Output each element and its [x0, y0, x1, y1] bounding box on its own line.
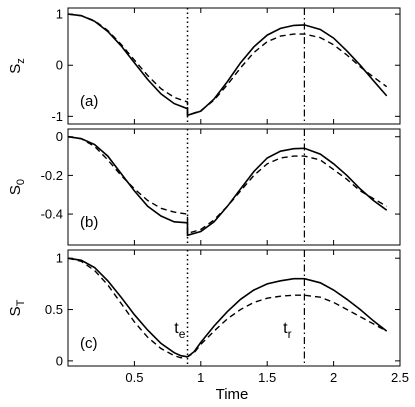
ylabel: ST — [7, 299, 27, 316]
series-dashed-line — [67, 136, 388, 235]
ytick-label: -1 — [51, 109, 63, 124]
annotation-subscript: r — [288, 327, 292, 341]
series-solid-line — [67, 13, 388, 117]
axes-frame — [67, 249, 401, 367]
series-dashed-line — [67, 13, 388, 117]
panel-1: 1 0 -1 Sz (a) — [7, 7, 401, 125]
annotation-te: te — [174, 320, 185, 341]
series-solid-line — [67, 257, 388, 358]
ytick-label: 0 — [56, 58, 63, 73]
xtick-label: 1.5 — [258, 370, 276, 385]
ylabel-subscript: T — [15, 299, 27, 306]
axes-frame — [67, 7, 401, 125]
ylabel-main: S — [7, 185, 24, 195]
axes-frame — [67, 128, 401, 246]
xtick-label: 2 — [330, 370, 337, 385]
ylabel-subscript: 0 — [15, 179, 27, 185]
ytick-label: -0.2 — [41, 168, 63, 183]
panel-label: (c) — [80, 335, 98, 352]
ylabel-main: S — [7, 64, 24, 74]
xlabel: Time — [216, 386, 249, 403]
panel-label: (a) — [80, 93, 98, 110]
panel-label: (b) — [80, 214, 98, 231]
ylabel-subscript: z — [15, 58, 27, 64]
series-dashed-line — [67, 257, 388, 359]
ytick-label: 0.5 — [45, 302, 63, 317]
annotation-main: t — [174, 320, 179, 337]
annotation-subscript: e — [179, 327, 186, 341]
ytick-label: 0 — [56, 353, 63, 368]
xtick-label: 0.5 — [125, 370, 143, 385]
ytick-label: 0 — [56, 129, 63, 144]
ytick-label: -0.4 — [41, 207, 63, 222]
ylabel: Sz — [7, 58, 27, 74]
series-solid-line — [67, 135, 388, 237]
xtick-label: 1 — [197, 370, 204, 385]
ylabel-main: S — [7, 306, 24, 316]
ytick-label: 1 — [56, 251, 63, 266]
panel-2: 0-0.2-0.4S0(b) — [7, 128, 401, 246]
annotation-tr: tr — [283, 320, 291, 341]
ytick-label: 1 — [56, 7, 63, 22]
ylabel: S0 — [7, 179, 27, 195]
annotation-main: t — [283, 320, 288, 337]
xtick-label: 2.5 — [391, 370, 409, 385]
